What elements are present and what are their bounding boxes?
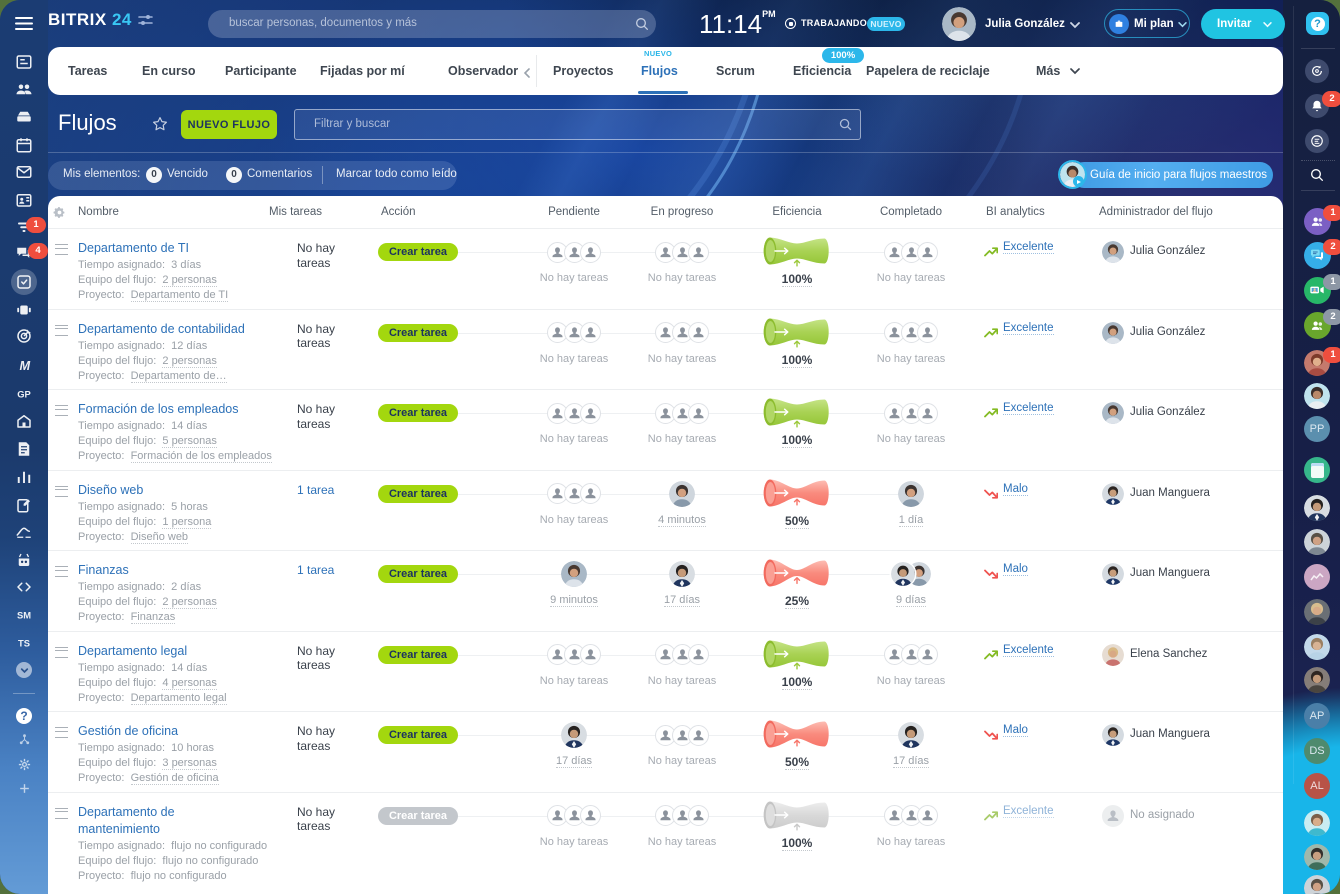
svg-text:SM: SM [17,610,31,620]
svg-text:M: M [19,358,30,373]
svg-text:GP: GP [17,389,31,399]
svg-text:TS: TS [18,638,30,648]
